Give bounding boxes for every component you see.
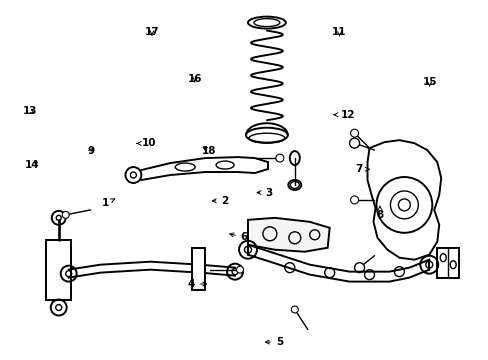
Ellipse shape bbox=[245, 128, 287, 143]
Polygon shape bbox=[46, 240, 71, 300]
Text: 2: 2 bbox=[212, 196, 228, 206]
Text: 5: 5 bbox=[265, 337, 283, 347]
Polygon shape bbox=[192, 248, 205, 289]
Ellipse shape bbox=[247, 17, 285, 28]
Circle shape bbox=[376, 177, 431, 233]
Text: 18: 18 bbox=[202, 145, 216, 156]
Polygon shape bbox=[436, 248, 458, 278]
Circle shape bbox=[350, 129, 358, 137]
Text: 11: 11 bbox=[331, 27, 346, 37]
Text: 9: 9 bbox=[87, 145, 95, 156]
Polygon shape bbox=[367, 140, 440, 260]
Circle shape bbox=[349, 138, 359, 148]
Polygon shape bbox=[247, 218, 329, 252]
Text: 14: 14 bbox=[25, 160, 40, 170]
Circle shape bbox=[62, 211, 69, 219]
Text: 8: 8 bbox=[376, 206, 383, 220]
Circle shape bbox=[275, 154, 283, 162]
Text: 3: 3 bbox=[257, 188, 272, 198]
Circle shape bbox=[354, 263, 364, 273]
Circle shape bbox=[291, 306, 298, 313]
Circle shape bbox=[236, 266, 243, 273]
Text: 6: 6 bbox=[229, 232, 247, 242]
Text: 12: 12 bbox=[333, 110, 354, 120]
Circle shape bbox=[350, 196, 358, 204]
Text: 15: 15 bbox=[422, 77, 436, 87]
Text: 16: 16 bbox=[187, 74, 202, 84]
Text: 4: 4 bbox=[187, 279, 206, 289]
Text: 17: 17 bbox=[144, 27, 159, 37]
Text: 10: 10 bbox=[136, 139, 157, 148]
Text: 13: 13 bbox=[23, 106, 38, 116]
Text: 1: 1 bbox=[102, 198, 115, 208]
Text: 7: 7 bbox=[355, 164, 368, 174]
